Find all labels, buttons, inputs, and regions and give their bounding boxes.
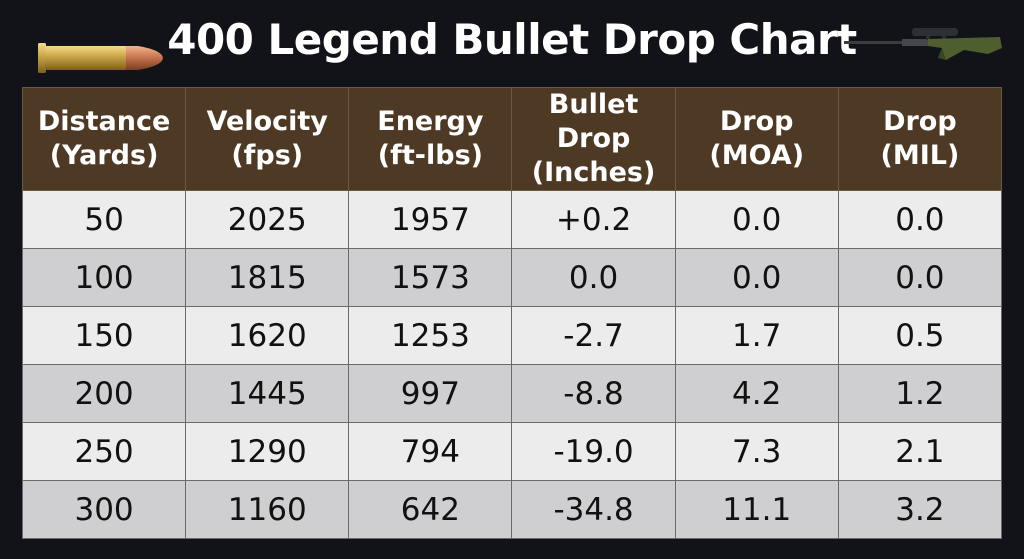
table-row: 100 1815 1573 0.0 0.0 0.0 — [21, 248, 1003, 307]
table-cell: 0.0 — [674, 190, 839, 249]
column-header: Energy (ft-lbs) — [348, 87, 513, 191]
column-header: Distance (Yards) — [21, 87, 187, 191]
column-header-name: Velocity — [206, 106, 328, 137]
table-cell: 0.0 — [674, 248, 839, 307]
table-cell: 3.2 — [837, 480, 1003, 539]
column-header-unit: (Yards) — [49, 140, 159, 171]
bullet-cartridge-icon — [38, 43, 163, 73]
column-header-name: Energy — [377, 106, 484, 137]
table-cell: 300 — [21, 480, 187, 539]
table-cell: 997 — [348, 364, 513, 423]
table-cell: 11.1 — [674, 480, 839, 539]
table-cell: 2025 — [185, 190, 350, 249]
table-cell: 250 — [21, 422, 187, 481]
column-header: Drop (MIL) — [837, 87, 1003, 191]
table-cell: 1815 — [185, 248, 350, 307]
table-cell: 0.0 — [511, 248, 676, 307]
table-cell: -2.7 — [511, 306, 676, 365]
column-header-unit: (MIL) — [880, 140, 960, 171]
page-title: 400 Legend Bullet Drop Chart — [167, 15, 857, 64]
table-cell: 0.5 — [837, 306, 1003, 365]
column-header-unit: (ft-lbs) — [377, 140, 483, 171]
table-cell: -19.0 — [511, 422, 676, 481]
table-cell: 1573 — [348, 248, 513, 307]
table-row: 50 2025 1957 +0.2 0.0 0.0 — [21, 190, 1003, 249]
column-header-name: Drop — [719, 106, 794, 137]
table-cell: 0.0 — [837, 190, 1003, 249]
column-header-unit: (MOA) — [709, 140, 805, 171]
table-cell: 1445 — [185, 364, 350, 423]
table-row: 150 1620 1253 -2.7 1.7 0.5 — [21, 306, 1003, 365]
table-header-row: Distance (Yards) Velocity (fps) Energy (ft-lb… — [21, 87, 1003, 191]
table-cell: 150 — [21, 306, 187, 365]
table-cell: 794 — [348, 422, 513, 481]
table-row: 300 1160 642 -34.8 11.1 3.2 — [21, 480, 1003, 539]
bullet-drop-table: Distance (Yards) Velocity (fps) Energy (ft-lb… — [21, 87, 1003, 539]
header: 400 Legend Bullet Drop Chart — [0, 0, 1024, 86]
column-header-name: Distance — [37, 106, 171, 137]
table-cell: 1253 — [348, 306, 513, 365]
scoped-rifle-icon — [844, 28, 1002, 60]
column-header-name: Drop — [883, 106, 957, 137]
column-header: Velocity (fps) — [185, 87, 350, 191]
table-cell: 1620 — [185, 306, 350, 365]
table-cell: 100 — [21, 248, 187, 307]
table-cell: -34.8 — [511, 480, 676, 539]
column-header: Bullet Drop (Inches) — [511, 87, 676, 191]
table-cell: 642 — [348, 480, 513, 539]
table-cell: 200 — [21, 364, 187, 423]
table-cell: 2.1 — [837, 422, 1003, 481]
table-cell: 1.2 — [837, 364, 1003, 423]
table-body: 50 2025 1957 +0.2 0.0 0.0 100 1815 1573 0.0 0.0 0.0… — [21, 190, 1003, 539]
table-cell: 1957 — [348, 190, 513, 249]
table-cell: 4.2 — [674, 364, 839, 423]
column-header-unit: (fps) — [231, 140, 304, 171]
column-header-unit: (Inches) — [531, 157, 656, 188]
table-cell: 1.7 — [674, 306, 839, 365]
table-cell: 0.0 — [837, 248, 1003, 307]
table-cell: 50 — [21, 190, 187, 249]
table-cell: +0.2 — [511, 190, 676, 249]
table-row: 200 1445 997 -8.8 4.2 1.2 — [21, 364, 1003, 423]
table-cell: -8.8 — [511, 364, 676, 423]
table-row: 250 1290 794 -19.0 7.3 2.1 — [21, 422, 1003, 481]
table-cell: 1160 — [185, 480, 350, 539]
table-cell: 7.3 — [674, 422, 839, 481]
column-header: Drop (MOA) — [674, 87, 839, 191]
table-cell: 1290 — [185, 422, 350, 481]
column-header-name: Bullet Drop — [548, 89, 639, 154]
